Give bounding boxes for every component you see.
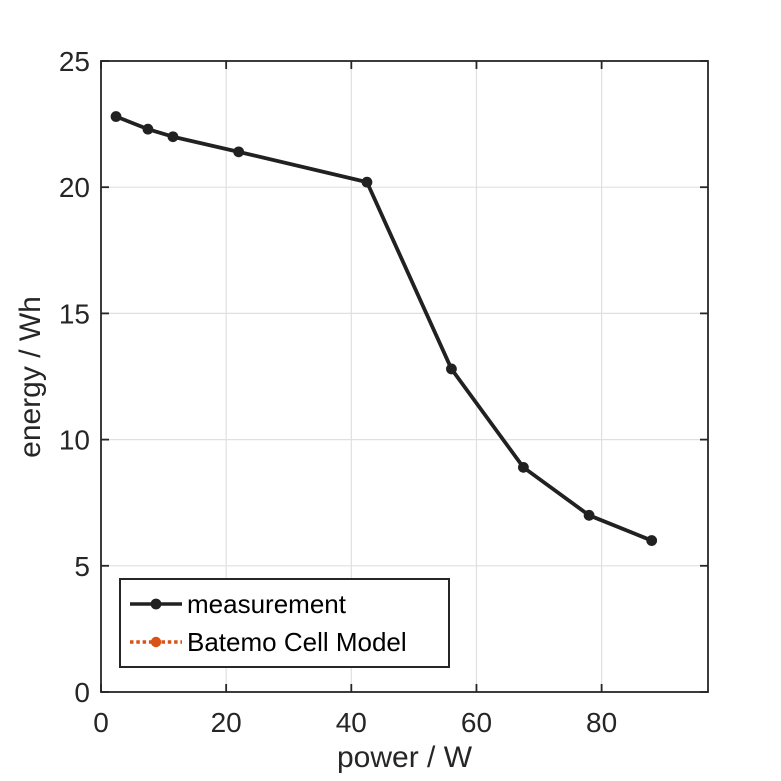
y-tick-label: 15 (59, 298, 90, 329)
legend-item-batemo-cell-model: Batemo Cell Model (129, 629, 448, 655)
x-tick-label: 60 (461, 707, 492, 738)
x-tick-label: 40 (336, 707, 367, 738)
y-tick-label: 20 (59, 172, 90, 203)
legend-label-batemo-cell-model: Batemo Cell Model (187, 626, 407, 657)
data-point-measurement (646, 535, 658, 546)
measurement-line-icon (130, 598, 182, 610)
y-tick-label: 5 (74, 551, 90, 582)
x-tick-label: 20 (211, 707, 242, 738)
batemo-cell-model-line-icon (130, 636, 182, 647)
legend-item-measurement: measurement (129, 591, 448, 617)
data-point-measurement (446, 363, 457, 375)
data-point-measurement (233, 146, 245, 158)
plot-border (100, 60, 709, 693)
x-tick-label: 0 (93, 707, 109, 738)
legend: measurement Batemo Cell Model (119, 578, 450, 668)
x-tick-label: 80 (586, 707, 617, 738)
data-point-measurement (142, 123, 154, 135)
legend-label-measurement: measurement (187, 589, 346, 620)
x-axis-label: power / W (336, 741, 473, 774)
data-point-measurement (583, 509, 595, 521)
y-tick-label: 25 (59, 46, 90, 77)
series-line-measurement (114, 114, 654, 543)
data-point-measurement (110, 111, 122, 122)
y-tick-label: 0 (74, 677, 90, 708)
data-point-measurement (361, 176, 373, 188)
y-tick-label: 10 (59, 425, 90, 456)
data-point-measurement (167, 131, 179, 143)
data-point-measurement (517, 461, 529, 473)
y-axis-label: energy / Wh (14, 296, 47, 458)
